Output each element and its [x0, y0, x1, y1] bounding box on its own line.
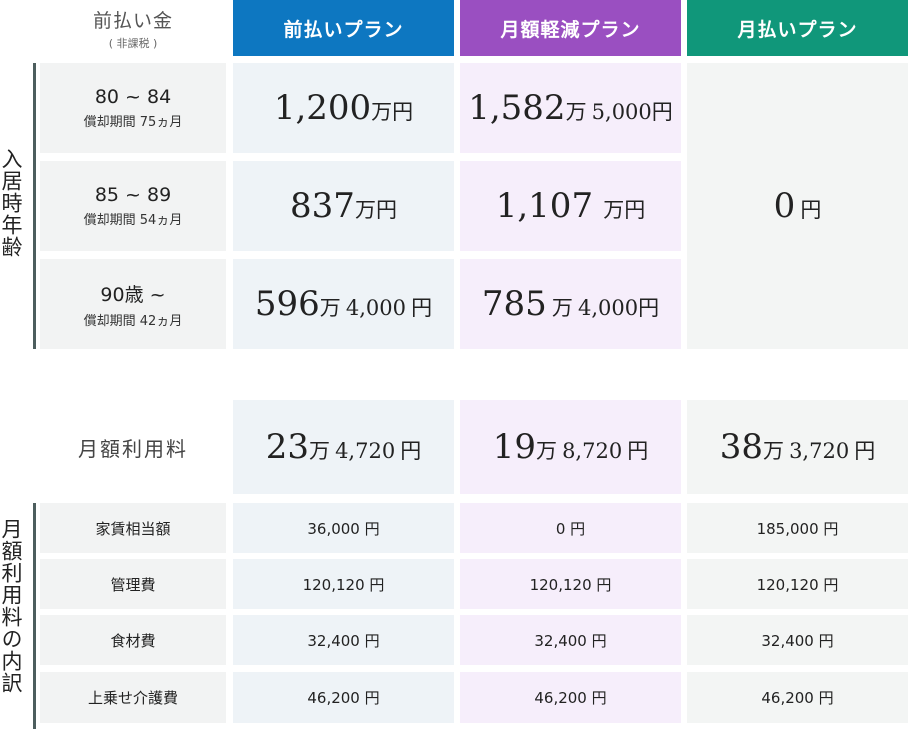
breakdown-care-reduced: 46,200 円: [460, 672, 681, 723]
age-side-label: 入居時年齢: [0, 148, 23, 258]
reduced-amount-row-1: 1,582万 5,000円: [460, 63, 681, 153]
plan-header-reduced: 月額軽減プラン: [460, 0, 681, 56]
reduced-amount-row-2: 1,107 万円: [460, 161, 681, 251]
age-row-2-label: 85 ~ 89 償却期間 54ヵ月: [40, 161, 226, 251]
breakdown-rent-reduced: 0 円: [460, 503, 681, 553]
breakdown-label-food: 食材費: [40, 615, 226, 665]
breakdown-label-management: 管理費: [40, 559, 226, 609]
breakdown-food-reduced: 32,400 円: [460, 615, 681, 665]
breakdown-side-label: 月額利用料の内訳: [0, 518, 23, 694]
breakdown-management-reduced: 120,120 円: [460, 559, 681, 609]
breakdown-care-monthly: 46,200 円: [687, 672, 908, 723]
breakdown-food-monthly: 32,400 円: [687, 615, 908, 665]
reduced-amount-row-3: 785 万 4,000円: [460, 259, 681, 349]
prepay-amount-row-3: 596万 4,000 円: [233, 259, 454, 349]
prepay-amount-row-2: 837万円: [233, 161, 454, 251]
breakdown-label-care: 上乗せ介護費: [40, 672, 226, 723]
breakdown-care-prepay: 46,200 円: [233, 672, 454, 723]
prepay-header-sub: ( 非課税 ): [108, 36, 158, 50]
monthly-fee-reduced: 19万 8,720 円: [460, 400, 681, 494]
monthly-plan-prepay-cell: 0 円: [687, 63, 908, 349]
plan-header-prepay: 前払いプラン: [233, 0, 454, 56]
monthly-fee-monthly: 38万 3,720 円: [687, 400, 908, 494]
breakdown-management-prepay: 120,120 円: [233, 559, 454, 609]
prepay-amount-row-1: 1,200万円: [233, 63, 454, 153]
age-row-3-label: 90歳 ~ 償却期間 42ヵ月: [40, 259, 226, 349]
breakdown-label-rent: 家賃相当額: [40, 503, 226, 553]
monthly-fee-label: 月額利用料: [78, 436, 188, 461]
breakdown-management-monthly: 120,120 円: [687, 559, 908, 609]
age-row-1-label: 80 ~ 84 償却期間 75ヵ月: [40, 63, 226, 153]
monthly-fee-prepay: 23万 4,720 円: [233, 400, 454, 494]
breakdown-side-bar: [33, 503, 36, 729]
age-side-bar: [33, 63, 36, 349]
prepay-header: 前払い金 ( 非課税 ): [40, 0, 226, 56]
prepay-header-title: 前払い金: [92, 9, 173, 32]
plan-header-monthly: 月払いプラン: [687, 0, 908, 56]
breakdown-rent-monthly: 185,000 円: [687, 503, 908, 553]
breakdown-rent-prepay: 36,000 円: [233, 503, 454, 553]
breakdown-food-prepay: 32,400 円: [233, 615, 454, 665]
